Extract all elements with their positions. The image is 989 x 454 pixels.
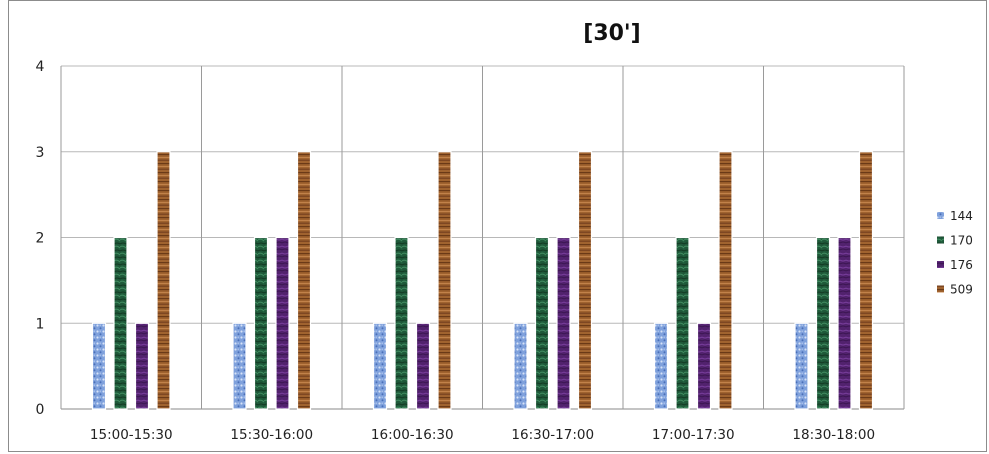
x-axis-ticks: 15:00-15:30 15:30-16:00 16:00-16:30 16:30-1… (90, 427, 875, 443)
legend-swatch-509 (937, 285, 944, 293)
gridlines (60, 65, 905, 410)
bar-170-5 (815, 236, 831, 410)
x-tick-label: 16:30-17:00 (511, 427, 594, 443)
legend-label-509: 509 (950, 283, 973, 297)
y-tick-label: 0 (36, 402, 45, 418)
bar-144-4 (653, 322, 669, 410)
chart-title: [30'] (583, 21, 640, 46)
bar-176-2 (415, 322, 431, 410)
legend-label-170: 170 (950, 234, 973, 248)
legend-label-176: 176 (950, 258, 973, 272)
legend-swatch-144 (937, 212, 944, 219)
bar-509-0 (156, 151, 171, 410)
bar-144-3 (513, 322, 528, 410)
bar-144-0 (91, 322, 107, 410)
bar-170-3 (534, 236, 550, 410)
bar-144-1 (232, 322, 247, 410)
bar-176-0 (134, 322, 150, 410)
x-tick-label: 15:30-16:00 (230, 427, 313, 443)
legend-label-144: 144 (950, 209, 973, 223)
bar-144-2 (372, 322, 388, 410)
bar-509-1 (296, 151, 312, 410)
x-tick-label: 15:00-15:30 (90, 427, 173, 443)
bar-170-2 (394, 236, 409, 410)
bars (91, 151, 874, 410)
bar-176-4 (696, 322, 712, 410)
legend: 144 170 176 509 (937, 209, 973, 297)
bar-509-5 (858, 151, 874, 410)
x-tick-label: 17:00-17:30 (652, 427, 735, 443)
x-tick-label: 16:00-16:30 (371, 427, 454, 443)
y-tick-label: 3 (36, 145, 45, 161)
bar-170-1 (253, 236, 269, 410)
legend-swatch-170 (937, 236, 944, 244)
y-axis-ticks: 0 1 2 3 4 (36, 59, 45, 418)
bar-144-5 (794, 322, 809, 410)
bar-176-3 (556, 236, 571, 410)
bar-170-4 (675, 236, 690, 410)
bar-509-3 (577, 151, 593, 410)
legend-swatch-176 (937, 261, 944, 268)
bar-176-1 (275, 236, 290, 410)
bar-509-2 (437, 151, 452, 410)
x-tick-label: 18:30-18:00 (792, 427, 875, 443)
bar-170-0 (113, 236, 128, 410)
bar-509-4 (718, 151, 733, 410)
y-tick-label: 4 (36, 59, 45, 75)
bar-176-5 (837, 236, 852, 410)
y-tick-label: 2 (36, 231, 45, 247)
y-tick-label: 1 (36, 316, 45, 332)
